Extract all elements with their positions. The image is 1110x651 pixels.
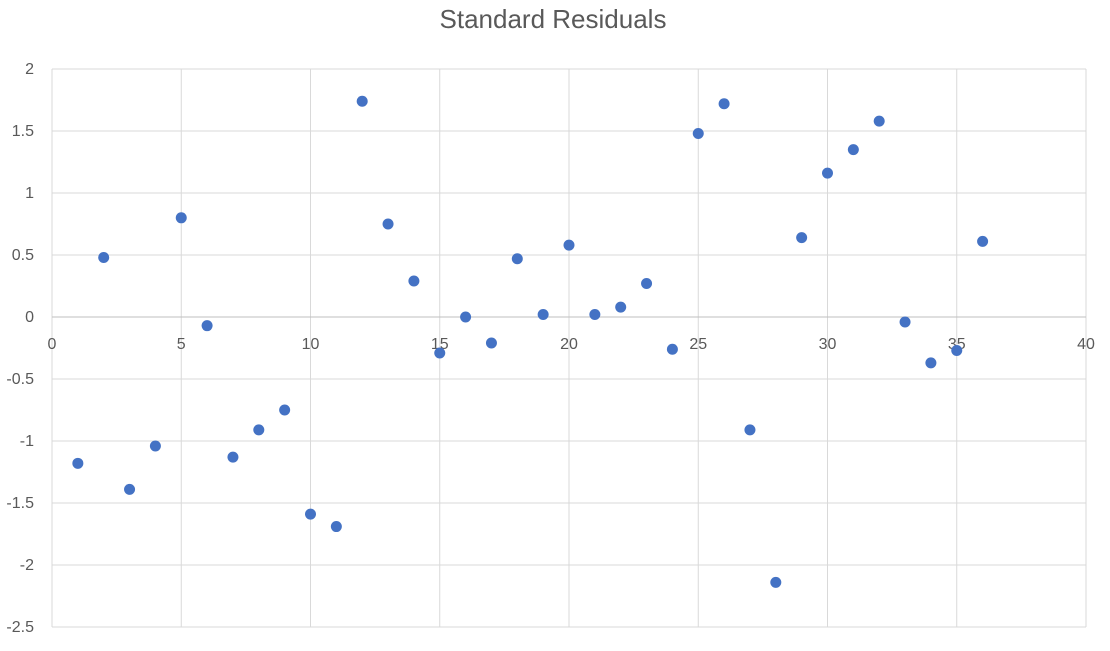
data-point	[124, 483, 136, 495]
data-point	[847, 144, 859, 156]
x-tick-label: 0	[48, 336, 57, 353]
y-tick-label: 1	[25, 185, 34, 202]
data-point	[899, 316, 911, 328]
data-point	[356, 95, 368, 107]
data-point	[305, 508, 316, 520]
data-point	[227, 451, 239, 463]
x-tick-label: 25	[689, 336, 707, 353]
x-tick-label: 5	[177, 336, 186, 353]
y-tick-label: 1.5	[12, 123, 34, 140]
data-point	[485, 337, 497, 349]
x-tick-label: 10	[302, 336, 320, 353]
data-point	[72, 457, 84, 469]
y-tick-label: 0	[25, 309, 34, 326]
data-point	[744, 424, 756, 436]
data-point	[925, 357, 937, 369]
x-tick-label: 20	[560, 336, 578, 353]
data-point	[692, 127, 704, 139]
data-point	[434, 347, 446, 359]
data-point	[511, 253, 523, 265]
data-point	[330, 521, 342, 533]
data-point	[175, 212, 187, 224]
data-point	[796, 232, 808, 244]
data-point	[201, 320, 213, 332]
data-point	[977, 235, 989, 247]
y-tick-label: 2	[25, 61, 34, 78]
data-point	[615, 301, 627, 313]
chart-title: Standard Residuals	[439, 4, 667, 34]
data-point	[822, 167, 833, 179]
y-tick-label: -2	[20, 557, 34, 574]
y-tick-label: -1	[20, 433, 34, 450]
x-tick-label: 30	[819, 336, 837, 353]
data-point	[279, 404, 291, 416]
data-point	[537, 309, 549, 321]
data-point	[589, 309, 601, 321]
y-tick-label: -2.5	[6, 619, 34, 636]
data-point	[951, 344, 963, 356]
y-tick-label: -0.5	[6, 371, 34, 388]
data-point	[382, 218, 394, 230]
data-point	[253, 424, 265, 436]
data-point	[666, 343, 678, 355]
data-point	[641, 278, 653, 290]
data-point	[408, 275, 420, 287]
data-point	[563, 239, 575, 251]
data-point	[770, 576, 782, 588]
x-tick-label: 40	[1077, 336, 1095, 353]
data-point	[873, 115, 885, 127]
data-point	[718, 98, 730, 110]
data-point	[460, 311, 472, 323]
x-tick-label: 15	[431, 336, 449, 353]
y-tick-label: 0.5	[12, 247, 34, 264]
y-tick-label: -1.5	[6, 495, 34, 512]
data-point	[149, 440, 161, 452]
data-point	[98, 251, 110, 263]
